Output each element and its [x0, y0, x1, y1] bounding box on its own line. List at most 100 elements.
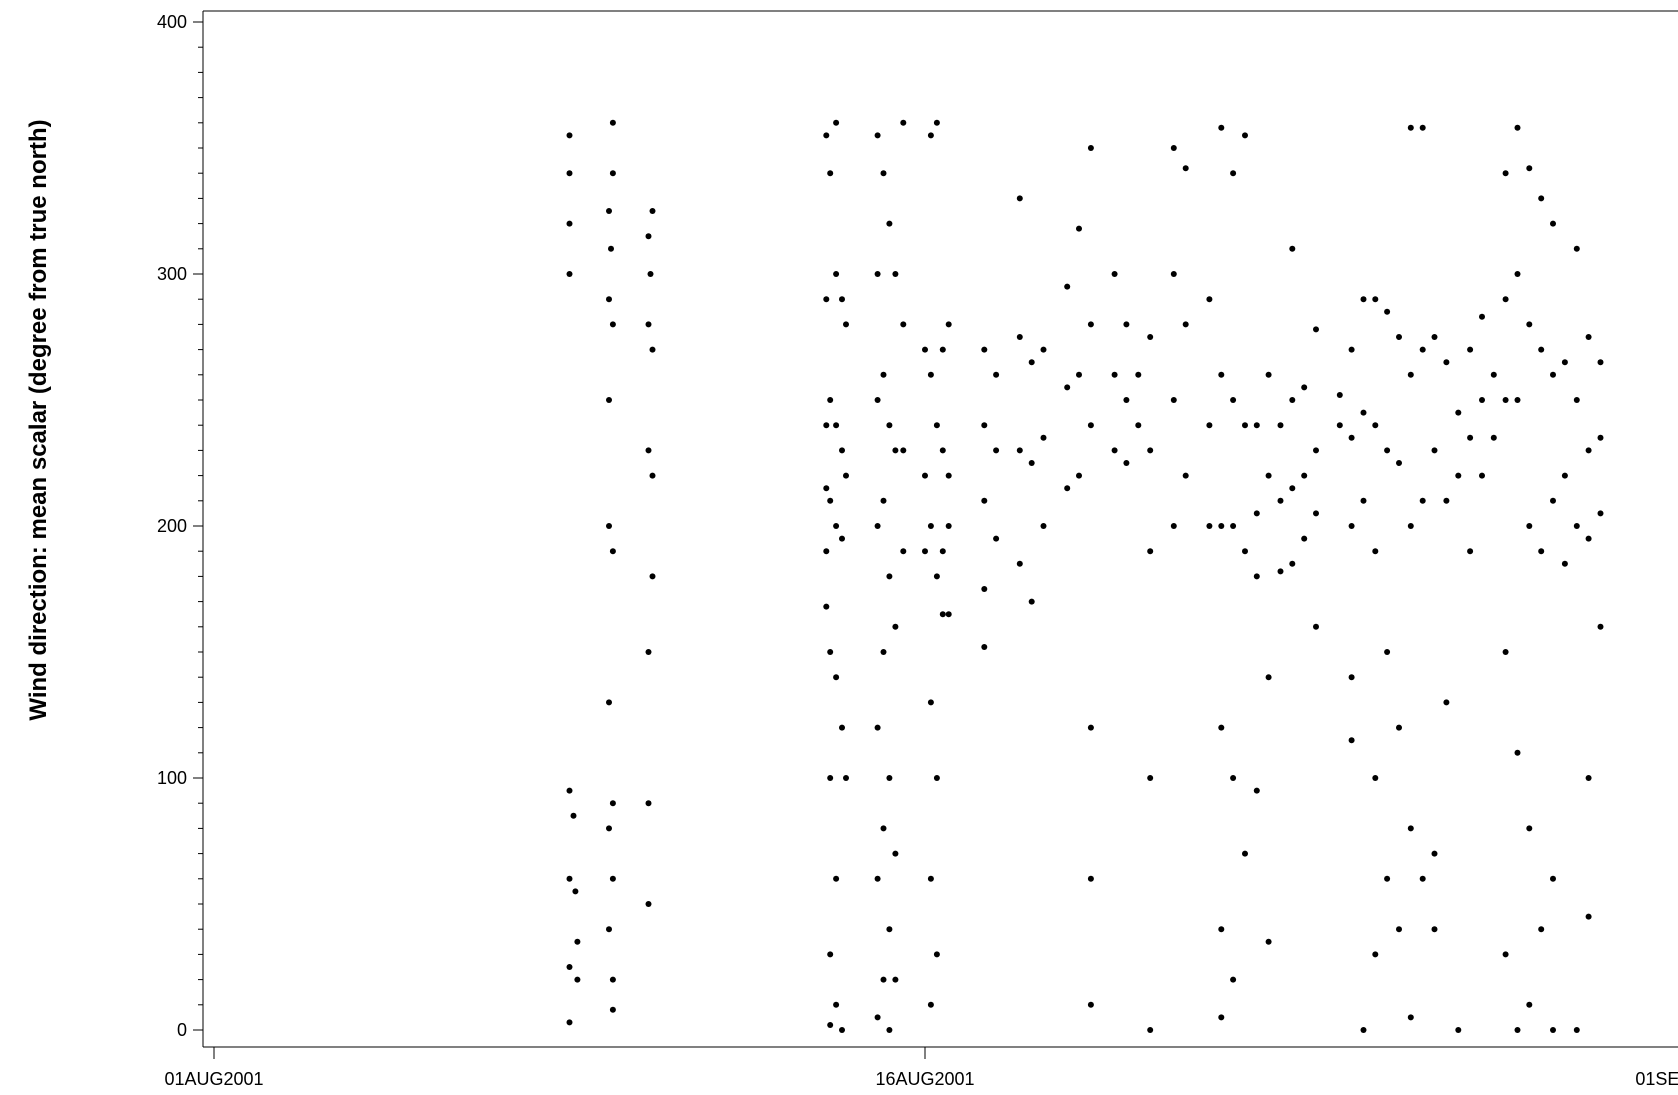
data-point — [874, 132, 881, 139]
data-point — [1040, 434, 1047, 441]
data-point — [1230, 170, 1237, 177]
data-point — [945, 472, 952, 479]
data-point — [1502, 296, 1509, 303]
data-point — [1265, 472, 1272, 479]
data-point — [927, 875, 934, 882]
data-point — [1147, 775, 1154, 781]
data-point — [1467, 548, 1474, 555]
data-point — [1407, 371, 1414, 378]
data-point — [1502, 170, 1509, 177]
data-point — [566, 220, 573, 227]
data-point — [1230, 976, 1237, 983]
data-point — [1123, 460, 1130, 466]
data-point — [843, 321, 849, 328]
data-point — [1111, 371, 1118, 378]
data-point — [833, 674, 840, 681]
data-point — [981, 346, 988, 353]
data-point — [933, 775, 940, 781]
data-point — [886, 926, 893, 933]
data-point — [1573, 523, 1580, 529]
data-point — [823, 422, 830, 429]
data-point — [933, 119, 940, 126]
data-point — [880, 976, 887, 983]
data-point — [827, 775, 834, 781]
data-point — [1016, 195, 1023, 202]
data-point — [1301, 384, 1308, 391]
data-point — [1313, 326, 1319, 333]
data-point — [945, 321, 952, 328]
data-point — [1360, 296, 1367, 303]
data-point — [1242, 548, 1248, 555]
data-point — [886, 573, 893, 580]
data-point — [1040, 346, 1047, 353]
data-point — [1384, 649, 1391, 655]
x-tick-label: 01SEP2001 — [1635, 1069, 1678, 1089]
data-point — [1550, 1027, 1556, 1033]
data-point — [1135, 371, 1142, 378]
x-tick-label: 16AUG2001 — [875, 1069, 974, 1089]
data-point — [1585, 913, 1592, 920]
data-point — [827, 497, 834, 504]
data-point — [1123, 397, 1130, 403]
data-point — [1218, 724, 1225, 731]
data-point — [839, 1027, 845, 1033]
data-point — [609, 119, 616, 126]
data-point — [1016, 447, 1023, 454]
data-point — [649, 208, 656, 214]
data-point — [1455, 1027, 1462, 1033]
data-point — [1526, 523, 1533, 529]
data-point — [823, 132, 830, 139]
data-point — [1265, 674, 1272, 681]
data-point — [1443, 497, 1450, 504]
data-point — [1028, 598, 1035, 605]
data-point — [572, 888, 579, 895]
data-point — [1206, 296, 1213, 303]
data-point — [880, 649, 887, 655]
data-point — [1218, 124, 1225, 131]
data-point — [1123, 321, 1130, 328]
data-point — [927, 523, 934, 529]
data-point — [645, 901, 652, 907]
data-point — [1490, 371, 1497, 378]
data-point — [1253, 573, 1260, 580]
data-point — [1550, 371, 1556, 378]
y-tick-label: 200 — [157, 516, 187, 536]
data-point — [1135, 422, 1142, 429]
plot-frame — [202, 10, 1678, 1048]
data-point — [886, 422, 893, 429]
data-point — [1313, 623, 1319, 630]
data-point — [1514, 1027, 1521, 1033]
data-point — [1538, 926, 1545, 933]
data-point — [1573, 245, 1580, 252]
data-point — [649, 346, 656, 353]
data-point — [1396, 724, 1402, 731]
data-point — [1502, 397, 1509, 403]
data-point — [609, 1006, 616, 1013]
data-point — [833, 119, 840, 126]
data-point — [1111, 447, 1118, 454]
data-point — [1597, 623, 1604, 630]
data-point — [1336, 422, 1343, 429]
data-point — [1514, 749, 1521, 756]
data-point — [1396, 460, 1402, 466]
data-point — [606, 926, 612, 933]
data-point — [880, 497, 887, 504]
data-point — [1431, 334, 1438, 340]
data-point — [939, 346, 946, 353]
data-point — [827, 397, 834, 403]
data-point — [649, 573, 656, 580]
data-point — [927, 699, 934, 706]
data-point — [1265, 938, 1272, 945]
data-point — [1087, 724, 1094, 731]
data-point — [939, 548, 946, 555]
data-point — [1407, 124, 1414, 131]
data-point — [1087, 875, 1094, 882]
data-point — [933, 422, 940, 429]
data-point — [1502, 951, 1509, 958]
data-point — [1597, 434, 1604, 441]
data-point — [1289, 560, 1296, 567]
data-point — [892, 271, 899, 277]
data-point — [566, 271, 573, 277]
data-point — [1585, 775, 1592, 781]
